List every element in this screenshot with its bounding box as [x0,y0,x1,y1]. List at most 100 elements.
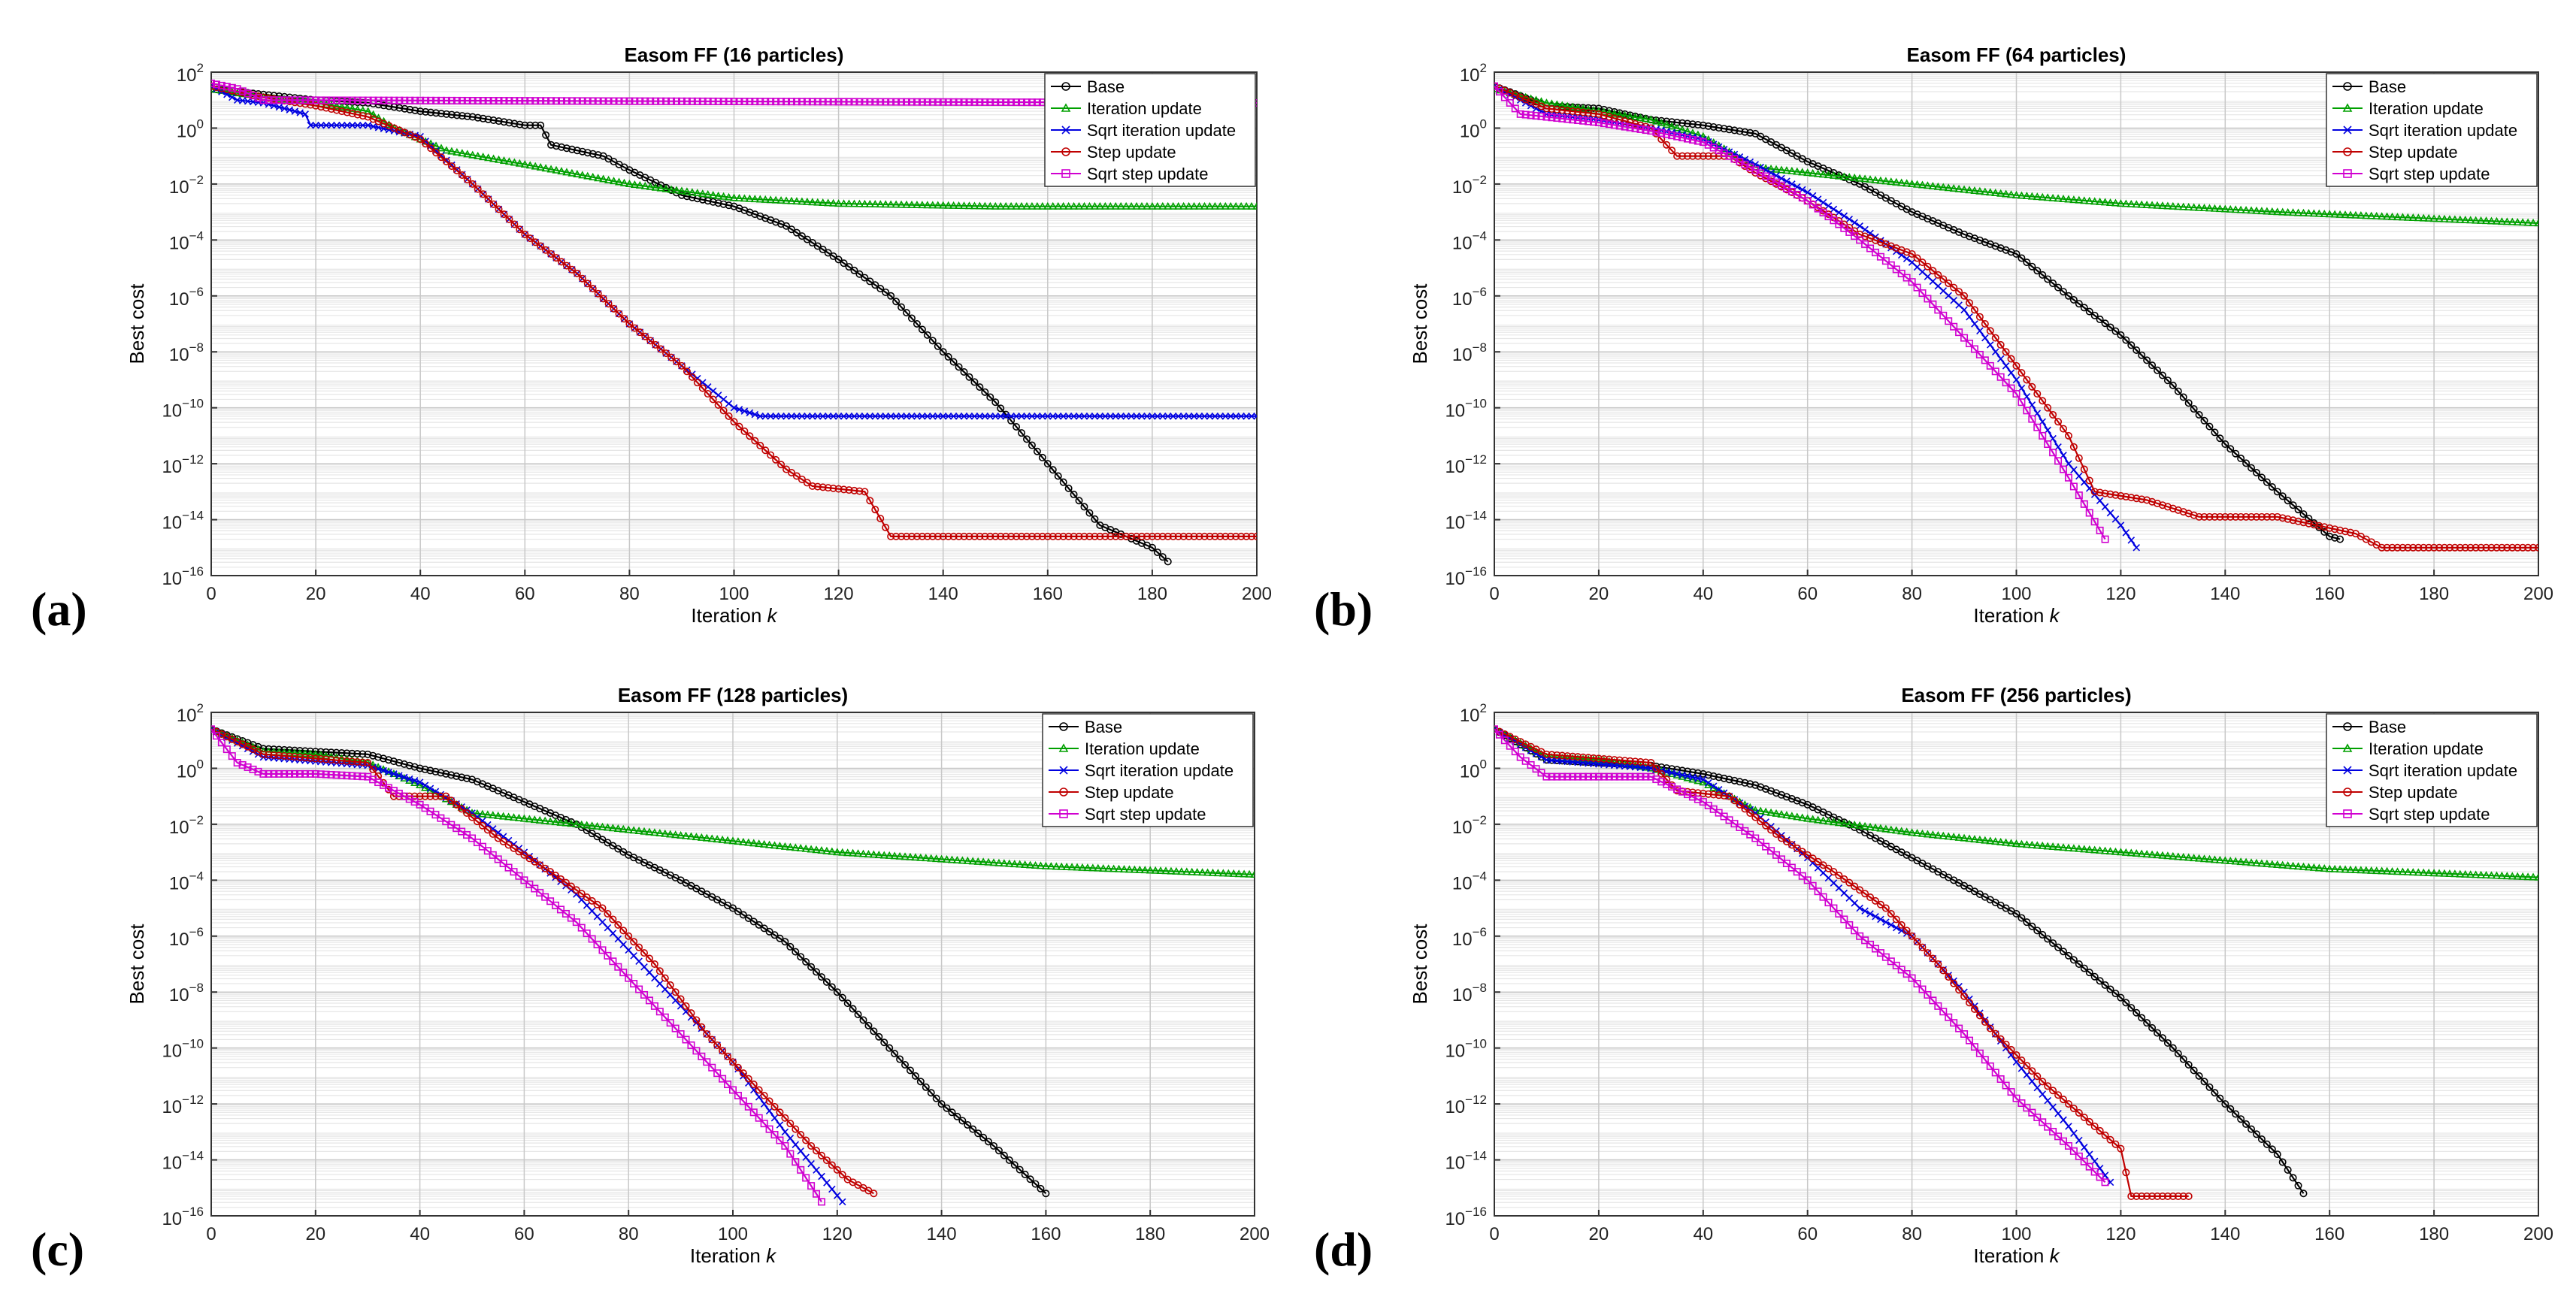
data-point [2289,516,2297,525]
data-point [749,1108,758,1117]
data-point [1741,805,1749,813]
data-point [2481,216,2491,225]
data-point [2153,201,2162,209]
data-point [1824,202,1833,210]
data-point [327,748,335,757]
data-point [1026,860,1035,869]
data-point [703,1058,711,1066]
data-point [2435,214,2444,222]
data-point [850,266,858,274]
data-point [2023,918,2031,927]
data-point [2440,869,2449,877]
data-point [547,97,555,105]
data-point [562,818,571,827]
data-point [2236,205,2245,213]
data-point [709,97,717,105]
data-point [756,98,764,106]
data-point [976,383,984,391]
data-point [359,750,367,758]
data-point [1720,774,1728,782]
data-point [777,461,786,469]
data-point [786,1150,795,1158]
data-point [829,413,837,420]
data-point [1960,1030,1969,1038]
data-point [1782,166,1791,174]
data-point [882,98,890,106]
data-point [453,111,461,119]
data-point [1647,758,1655,766]
data-point [562,262,571,270]
data-point [1495,730,1503,739]
data-point [270,769,278,778]
data-point [791,843,800,851]
data-point [745,194,754,202]
data-point [458,171,466,179]
data-point [604,300,613,308]
data-point [426,785,434,793]
series-step-update [211,725,878,1198]
data-point [1851,219,1858,227]
data-point [1548,751,1556,759]
data-point [871,506,879,514]
data-point [1699,778,1708,786]
data-point [384,756,392,764]
data-point [1860,174,1869,183]
data-point [364,758,372,766]
data-point [2232,1110,2240,1118]
data-point [744,1075,752,1083]
data-point [577,924,586,932]
data-point [1991,367,1999,376]
data-point [2012,249,2021,258]
data-point [2184,399,2193,407]
data-point [1075,413,1083,420]
data-point [2075,1109,2083,1117]
data-point [615,310,623,318]
data-point [2378,212,2387,220]
series-line [1494,85,2106,540]
data-point [2017,191,2027,199]
data-point [807,845,816,853]
data-point [2143,1192,2151,1200]
data-point [1164,413,1172,420]
data-point [838,993,846,1002]
y-tick-label: 10−8 [1452,981,1487,1005]
data-point [406,96,414,104]
data-point [1845,173,1854,181]
data-point [2299,862,2308,870]
data-point [614,177,624,186]
data-point [1834,818,1843,827]
data-point [760,839,769,848]
data-point [2163,201,2172,210]
data-point [1179,413,1188,420]
data-point [1954,833,1963,841]
data-point [892,413,900,420]
data-point [646,97,655,105]
data-point [651,974,658,982]
data-point [2122,336,2130,344]
data-point [2252,858,2261,866]
data-point [1022,435,1031,443]
data-point [458,805,466,813]
data-point [290,748,299,757]
data-point [709,190,718,198]
data-point [2184,1061,2193,1069]
data-point [1005,1156,1013,1164]
data-point [1918,180,1927,189]
data-point [1663,780,1671,788]
data-point [322,104,331,112]
data-point [1179,532,1188,540]
data-point [986,413,994,420]
data-point [2065,1123,2072,1130]
data-point [2017,839,2027,848]
data-point [2105,198,2115,206]
data-point [2106,1135,2114,1144]
data-point [2142,850,2151,858]
data-point [1756,806,1765,815]
data-point [2090,518,2099,526]
data-point [1830,216,1838,225]
data-point [531,162,540,170]
data-point [942,855,952,863]
data-point [2289,501,2297,509]
data-point [233,758,241,766]
data-point [949,358,958,366]
